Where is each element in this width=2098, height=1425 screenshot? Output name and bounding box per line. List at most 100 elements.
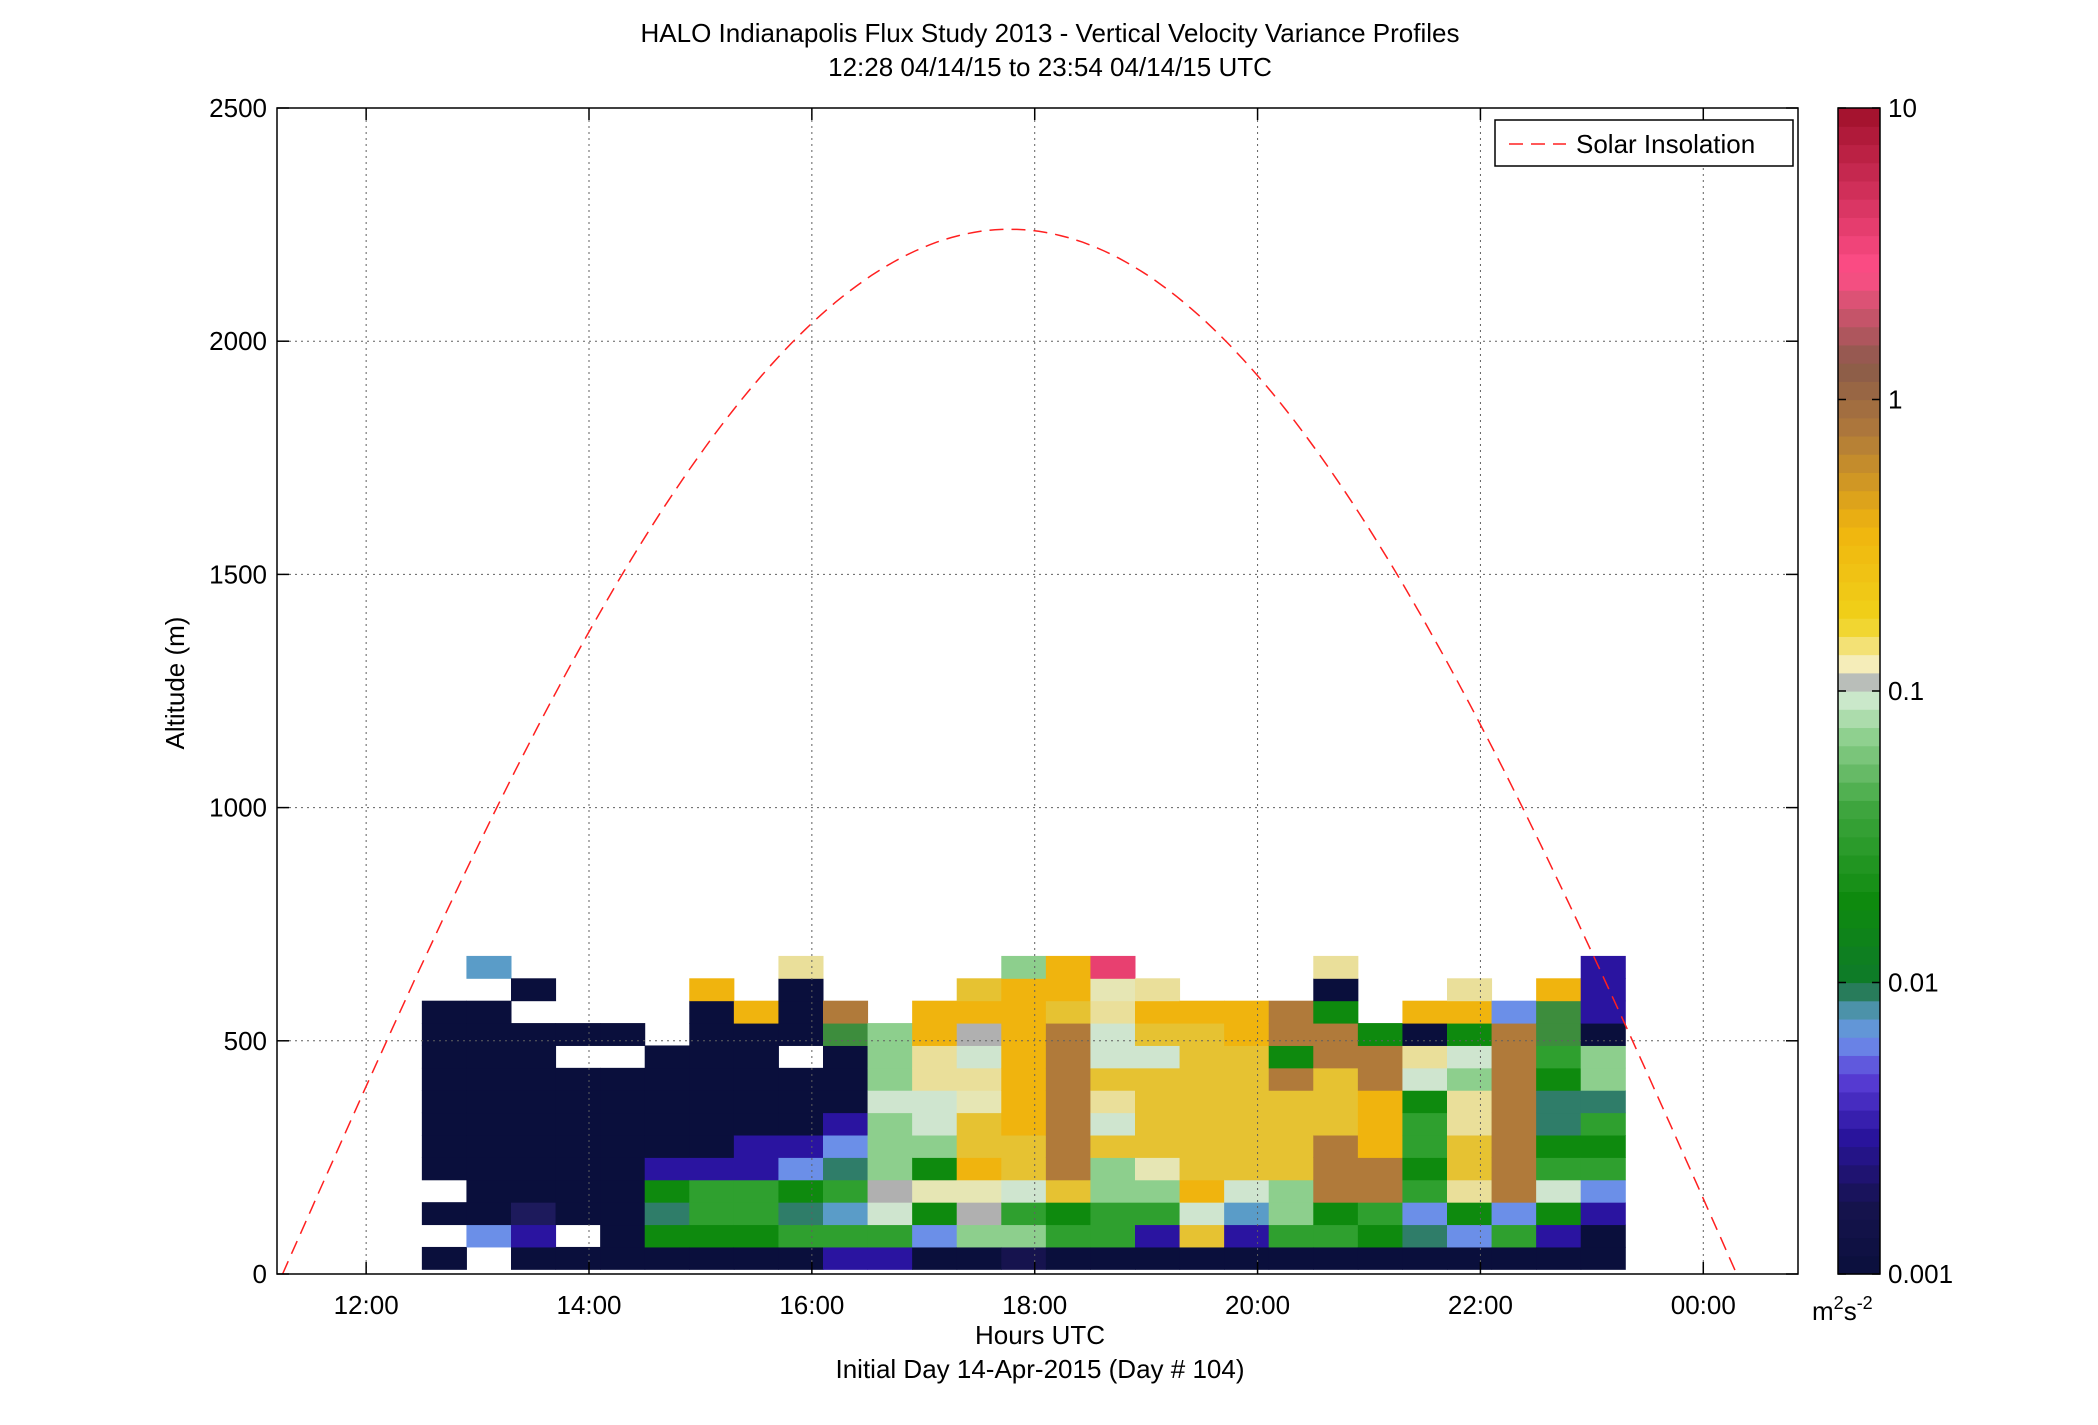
heatmap-cell	[733, 1067, 779, 1091]
colorbar-swatch	[1838, 235, 1880, 255]
colorbar-unit-base: m	[1812, 1296, 1834, 1326]
colorbar-swatch	[1838, 1018, 1880, 1038]
colorbar-swatch	[1838, 527, 1880, 546]
heatmap-cell	[421, 1202, 467, 1226]
heatmap-cell	[778, 1224, 824, 1248]
heatmap-cell	[1536, 1112, 1582, 1136]
heatmap-cell	[1001, 1112, 1047, 1136]
heatmap-cell	[912, 1246, 958, 1270]
colorbar-swatch	[1838, 618, 1880, 637]
heatmap-cell	[600, 1179, 646, 1203]
heatmap-cell	[1179, 1202, 1225, 1226]
heatmap-cell	[1402, 1112, 1448, 1136]
heatmap-cell	[1090, 955, 1136, 979]
heatmap-cell	[1536, 1023, 1582, 1046]
colorbar-swatch	[1838, 909, 1880, 929]
heatmap-cell	[1536, 1157, 1582, 1181]
colorbar-swatch	[1838, 709, 1880, 729]
heatmap-cell	[1135, 978, 1181, 1002]
colorbar-swatch	[1838, 308, 1880, 328]
heatmap-cell	[956, 1179, 1002, 1203]
heatmap-cell	[1045, 1202, 1091, 1226]
colorbar-swatch	[1838, 199, 1880, 218]
heatmap-cell	[555, 1023, 601, 1046]
heatmap-cell	[421, 1000, 467, 1024]
heatmap-cell	[778, 1090, 824, 1114]
heatmap-cell	[421, 1023, 467, 1046]
heatmap-cell	[1135, 1202, 1181, 1226]
heatmap-cell	[689, 1202, 735, 1226]
heatmap-cell	[1536, 1067, 1582, 1091]
heatmap-cell	[511, 1179, 557, 1203]
heatmap-cell	[600, 1112, 646, 1136]
heatmap-cell	[1268, 1224, 1314, 1248]
legend: Solar Insolation	[1494, 119, 1794, 167]
heatmap-cell	[1045, 1224, 1091, 1248]
heatmap-cell	[600, 1023, 646, 1046]
heatmap-cell	[644, 1067, 690, 1091]
colorbar-swatch	[1838, 636, 1880, 656]
heatmap-cell	[1491, 1135, 1537, 1158]
heatmap-cell	[733, 1112, 779, 1136]
colorbar-swatch	[1838, 381, 1880, 401]
heatmap-cell	[1580, 1224, 1626, 1248]
heatmap-cell	[466, 1023, 512, 1046]
colorbar-swatch	[1838, 1219, 1880, 1239]
heatmap-cell	[689, 1000, 735, 1024]
heatmap-cell	[1090, 1112, 1136, 1136]
heatmap-cell	[466, 1179, 512, 1203]
heatmap-cell	[1135, 1045, 1181, 1069]
heatmap-cell	[1402, 1067, 1448, 1091]
heatmap-cell	[1001, 1202, 1047, 1226]
heatmap-cell	[867, 1023, 913, 1046]
heatmap-cell	[1402, 1202, 1448, 1226]
heatmap-cell	[1090, 1246, 1136, 1270]
heatmap-cell	[689, 1045, 735, 1069]
heatmap-cell	[1447, 1135, 1493, 1158]
heatmap-cell	[1045, 1000, 1091, 1024]
heatmap-cell	[1001, 1067, 1047, 1091]
heatmap-cell	[1179, 1045, 1225, 1069]
heatmap-cell	[733, 1246, 779, 1270]
heatmap-cell	[1580, 1157, 1626, 1181]
colorbar-swatch	[1838, 964, 1880, 984]
colorbar-swatch	[1838, 1073, 1880, 1093]
heatmap-cell	[823, 1179, 869, 1203]
colorbar-tick-label: 0.01	[1888, 968, 1939, 998]
heatmap-cell	[867, 1246, 913, 1270]
heatmap-cell	[1491, 1112, 1537, 1136]
heatmap-cell	[555, 1246, 601, 1270]
heatmap-cell	[1135, 1135, 1181, 1158]
heatmap-cell	[1045, 978, 1091, 1002]
heatmap-cell	[1357, 1246, 1403, 1270]
colorbar-tick-label: 0.001	[1888, 1259, 1953, 1289]
heatmap-cell	[956, 1000, 1002, 1024]
legend-box	[1494, 119, 1794, 167]
heatmap-cell	[1224, 1090, 1270, 1114]
heatmap-cell	[689, 1067, 735, 1091]
heatmap-cell	[511, 1045, 557, 1069]
heatmap-cell	[1135, 1246, 1181, 1270]
heatmap-cell	[956, 1224, 1002, 1248]
heatmap-cell	[1090, 1045, 1136, 1069]
colorbar-swatch	[1838, 472, 1880, 492]
heatmap-cell	[1179, 1224, 1225, 1248]
heatmap-cell	[511, 1023, 557, 1046]
heatmap-cell	[823, 1135, 869, 1158]
heatmap-cell	[733, 1224, 779, 1248]
heatmap-cell	[1447, 1067, 1493, 1091]
heatmap-cell	[421, 1157, 467, 1181]
heatmap-cell	[1045, 1067, 1091, 1091]
heatmap-cell	[1090, 1135, 1136, 1158]
x-tick-label: 20:00	[1225, 1290, 1290, 1320]
colorbar-swatch	[1838, 1146, 1880, 1166]
heatmap-cell	[1268, 1202, 1314, 1226]
colorbar-swatch	[1838, 800, 1880, 820]
solar-insolation-line	[281, 228, 1738, 1275]
heatmap-cell	[1536, 1179, 1582, 1203]
colorbar-swatch	[1838, 946, 1880, 965]
heatmap-cell	[511, 1224, 557, 1248]
heatmap-cell	[1580, 1112, 1626, 1136]
heatmap-cell	[1135, 1000, 1181, 1024]
heatmap-cell	[1313, 1157, 1359, 1181]
